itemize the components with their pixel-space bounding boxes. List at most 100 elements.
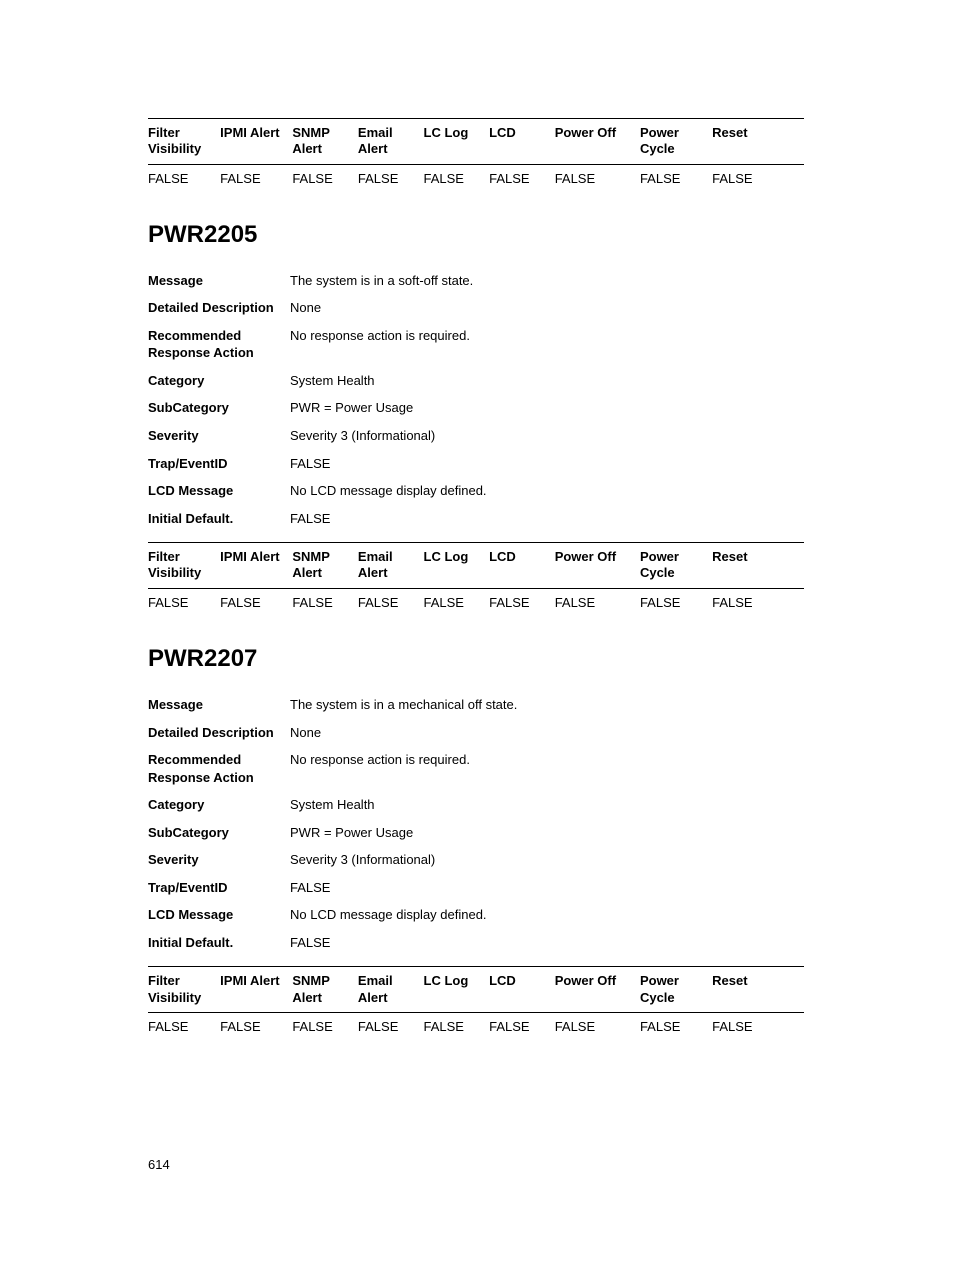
kv-key: Trap/EventID — [148, 450, 290, 478]
kv-value: No response action is required. — [290, 746, 804, 791]
page-number: 614 — [148, 1157, 170, 1172]
filter-col-header: Reset — [712, 119, 804, 165]
page: Filter VisibilityIPMI AlertSNMP AlertEma… — [0, 0, 954, 1268]
filter-cell: FALSE — [555, 588, 640, 617]
filter-table-data-row: FALSEFALSEFALSEFALSEFALSEFALSEFALSEFALSE… — [148, 588, 804, 617]
filter-cell: FALSE — [148, 164, 220, 193]
filter-table-data-row: FALSEFALSEFALSEFALSEFALSEFALSEFALSEFALSE… — [148, 1012, 804, 1041]
kv-value: None — [290, 294, 804, 322]
filter-table-header-row: Filter VisibilityIPMI AlertSNMP AlertEma… — [148, 543, 804, 589]
kv-key: Message — [148, 691, 290, 719]
kv-value: FALSE — [290, 505, 804, 533]
filter-cell: FALSE — [489, 164, 555, 193]
kv-row: SubCategoryPWR = Power Usage — [148, 819, 804, 847]
kv-row: Detailed DescriptionNone — [148, 294, 804, 322]
kv-value: PWR = Power Usage — [290, 819, 804, 847]
filter-table: Filter VisibilityIPMI AlertSNMP AlertEma… — [148, 966, 804, 1041]
kv-table: MessageThe system is in a soft-off state… — [148, 267, 804, 532]
filter-col-header: Email Alert — [358, 967, 424, 1013]
filter-table: Filter VisibilityIPMI AlertSNMP AlertEma… — [148, 542, 804, 617]
filter-cell: FALSE — [358, 1012, 424, 1041]
top-filter-table: Filter VisibilityIPMI AlertSNMP AlertEma… — [148, 118, 804, 193]
kv-row: CategorySystem Health — [148, 367, 804, 395]
filter-cell: FALSE — [489, 1012, 555, 1041]
filter-table-header-row: Filter VisibilityIPMI AlertSNMP AlertEma… — [148, 119, 804, 165]
filter-col-header: LCD — [489, 543, 555, 589]
kv-row: Initial Default.FALSE — [148, 929, 804, 957]
filter-col-header: IPMI Alert — [220, 119, 292, 165]
filter-col-header: SNMP Alert — [292, 967, 358, 1013]
kv-key: Category — [148, 791, 290, 819]
kv-row: Detailed DescriptionNone — [148, 719, 804, 747]
filter-cell: FALSE — [555, 1012, 640, 1041]
filter-col-header: Power Off — [555, 967, 640, 1013]
kv-key: Severity — [148, 846, 290, 874]
kv-value: System Health — [290, 791, 804, 819]
filter-col-header: Power Cycle — [640, 967, 712, 1013]
kv-row: Recommended Response ActionNo response a… — [148, 322, 804, 367]
kv-table: MessageThe system is in a mechanical off… — [148, 691, 804, 956]
filter-col-header: Reset — [712, 967, 804, 1013]
kv-row: Trap/EventIDFALSE — [148, 450, 804, 478]
kv-value: System Health — [290, 367, 804, 395]
kv-key: Initial Default. — [148, 505, 290, 533]
kv-value: No LCD message display defined. — [290, 901, 804, 929]
filter-col-header: IPMI Alert — [220, 543, 292, 589]
kv-value: No LCD message display defined. — [290, 477, 804, 505]
filter-col-header: Power Off — [555, 119, 640, 165]
filter-cell: FALSE — [640, 588, 712, 617]
kv-key: Initial Default. — [148, 929, 290, 957]
kv-key: LCD Message — [148, 477, 290, 505]
filter-cell: FALSE — [292, 588, 358, 617]
kv-key: Recommended Response Action — [148, 746, 290, 791]
kv-key: Recommended Response Action — [148, 322, 290, 367]
filter-cell: FALSE — [712, 588, 804, 617]
kv-row: SeveritySeverity 3 (Informational) — [148, 422, 804, 450]
filter-cell: FALSE — [358, 164, 424, 193]
kv-value: FALSE — [290, 874, 804, 902]
section-heading: PWR2205 — [148, 221, 804, 249]
kv-value: None — [290, 719, 804, 747]
kv-row: MessageThe system is in a soft-off state… — [148, 267, 804, 295]
filter-cell: FALSE — [148, 1012, 220, 1041]
filter-cell: FALSE — [489, 588, 555, 617]
filter-col-header: LCD — [489, 119, 555, 165]
kv-row: Initial Default.FALSE — [148, 505, 804, 533]
kv-key: SubCategory — [148, 394, 290, 422]
filter-col-header: LC Log — [424, 119, 490, 165]
kv-row: LCD MessageNo LCD message display define… — [148, 477, 804, 505]
filter-col-header: LC Log — [424, 967, 490, 1013]
filter-cell: FALSE — [220, 588, 292, 617]
kv-row: MessageThe system is in a mechanical off… — [148, 691, 804, 719]
filter-cell: FALSE — [220, 164, 292, 193]
filter-cell: FALSE — [555, 164, 640, 193]
section-heading: PWR2207 — [148, 645, 804, 673]
kv-row: LCD MessageNo LCD message display define… — [148, 901, 804, 929]
kv-value: PWR = Power Usage — [290, 394, 804, 422]
filter-col-header: Power Cycle — [640, 119, 712, 165]
kv-value: The system is in a soft-off state. — [290, 267, 804, 295]
kv-row: SubCategoryPWR = Power Usage — [148, 394, 804, 422]
kv-key: Detailed Description — [148, 294, 290, 322]
filter-col-header: Email Alert — [358, 543, 424, 589]
filter-cell: FALSE — [424, 1012, 490, 1041]
filter-cell: FALSE — [640, 1012, 712, 1041]
filter-col-header: LCD — [489, 967, 555, 1013]
filter-col-header: LC Log — [424, 543, 490, 589]
filter-col-header: IPMI Alert — [220, 967, 292, 1013]
kv-key: Detailed Description — [148, 719, 290, 747]
filter-cell: FALSE — [292, 164, 358, 193]
filter-col-header: SNMP Alert — [292, 119, 358, 165]
kv-key: Category — [148, 367, 290, 395]
filter-cell: FALSE — [424, 164, 490, 193]
kv-key: LCD Message — [148, 901, 290, 929]
filter-cell: FALSE — [148, 588, 220, 617]
kv-row: Trap/EventIDFALSE — [148, 874, 804, 902]
filter-cell: FALSE — [712, 164, 804, 193]
kv-row: Recommended Response ActionNo response a… — [148, 746, 804, 791]
kv-row: SeveritySeverity 3 (Informational) — [148, 846, 804, 874]
filter-col-header: Email Alert — [358, 119, 424, 165]
filter-cell: FALSE — [712, 1012, 804, 1041]
filter-cell: FALSE — [358, 588, 424, 617]
kv-value: FALSE — [290, 450, 804, 478]
